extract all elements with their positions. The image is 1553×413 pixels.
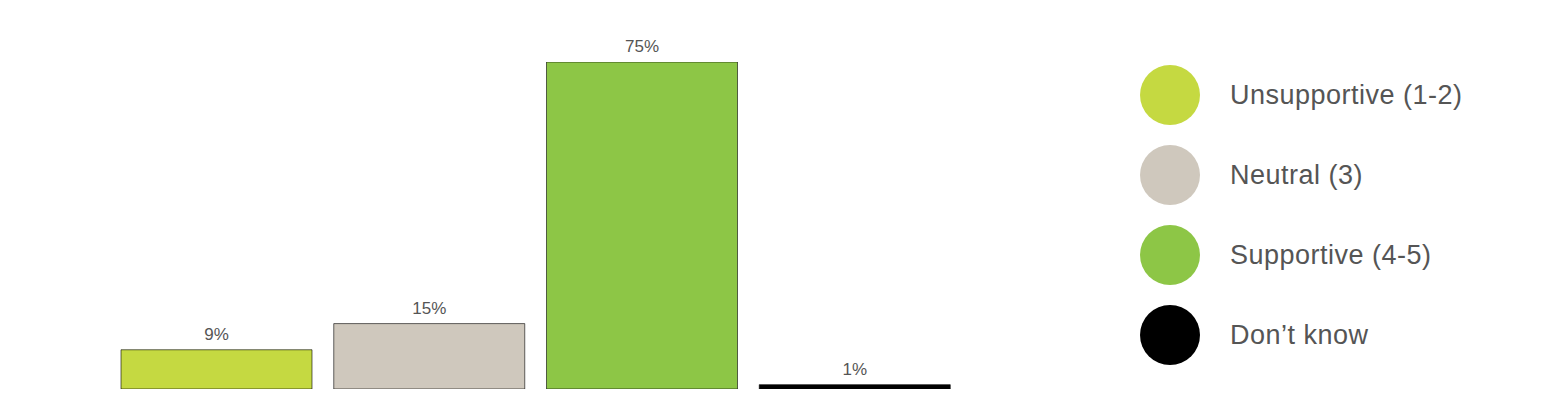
svg-text:1%: 1% <box>842 360 867 379</box>
svg-text:9%: 9% <box>204 325 229 344</box>
html-text:Neutral (3): Neutral (3) <box>1230 159 1363 190</box>
svg-text:15%: 15% <box>412 299 446 318</box>
html-text:Unsupportive (1-2): Unsupportive (1-2) <box>1230 79 1463 110</box>
html-text:Don’t know: Don’t know <box>1230 319 1369 350</box>
html-text:Supportive (4-5): Supportive (4-5) <box>1230 239 1432 270</box>
svg-text:75%: 75% <box>625 37 659 56</box>
